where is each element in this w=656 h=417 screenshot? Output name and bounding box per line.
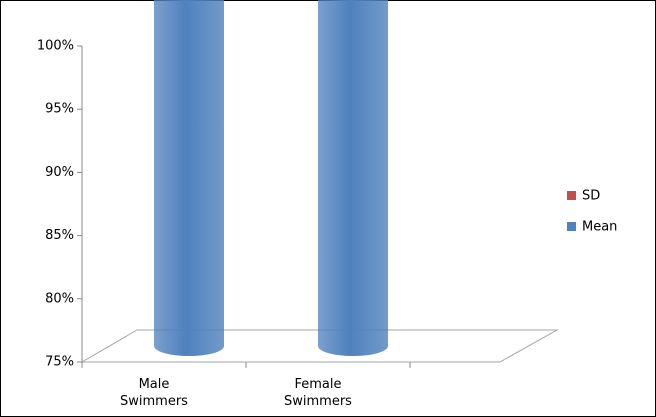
y-tick-label: 85% <box>45 228 74 243</box>
bar <box>318 0 388 356</box>
legend-swatch <box>567 191 576 200</box>
y-tick-label: 100% <box>37 39 74 54</box>
legend-label: Mean <box>582 220 617 235</box>
y-tick-label: 80% <box>45 291 74 306</box>
legend-label: SD <box>582 189 600 204</box>
y-tick-label: 90% <box>45 165 74 180</box>
x-tick-label: Female Swimmers <box>284 377 352 409</box>
bar <box>154 0 224 356</box>
legend-swatch <box>567 222 576 231</box>
y-tick-label: 95% <box>45 102 74 117</box>
x-tick-label: Male Swimmers <box>120 377 188 409</box>
y-tick-label: 75% <box>45 355 74 370</box>
